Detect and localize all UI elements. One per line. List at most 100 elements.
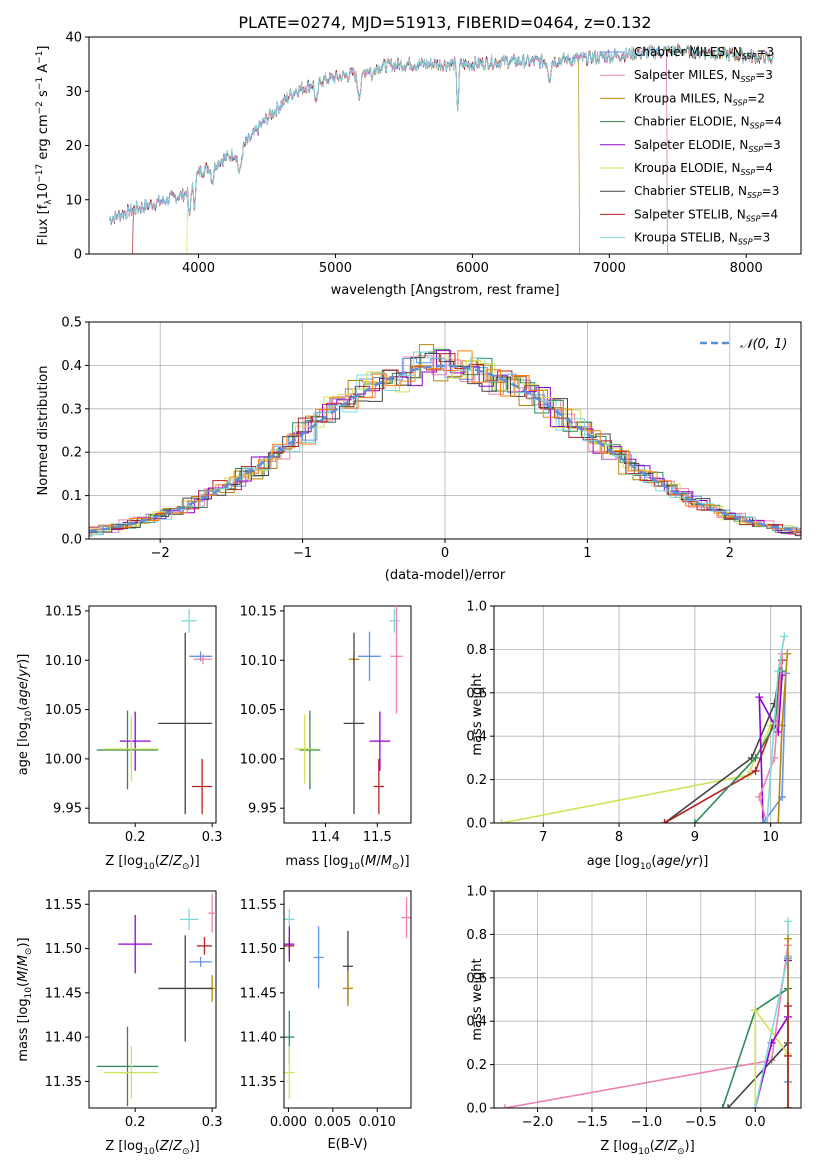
x-tick-label: 0.000 [270,1115,307,1130]
mass-weight-vs-age-marks [497,632,792,823]
label-part: ( [155,854,160,869]
legend-label: Kroupa STELIB, NSSP=3 [634,231,770,247]
series-point [759,819,768,823]
legend-n: =2 [747,91,765,105]
label-part: / [664,1139,669,1154]
y-tick-label: 0.0 [466,1102,487,1117]
label-part: Z [log [600,1139,638,1154]
label-part: / [16,676,31,681]
x-tick-label: −1 [293,546,312,561]
label-part: 10 [638,1147,650,1157]
histogram-step [89,352,801,537]
legend-n: =3 [762,184,780,198]
label-part: ⊙ [677,1147,685,1157]
label-part: Z [159,1139,170,1154]
y-tick-label: 0.5 [61,316,82,331]
label-part: −1 [35,51,45,64]
mass-weight-vs-Z-marks [500,917,792,1108]
label-part: ( [650,1139,655,1154]
x-axis-label: wavelength [Angstrom, rest frame] [331,283,560,298]
legend-sub: SSP [733,98,748,107]
legend-label: Salpeter ELODIE, NSSP=3 [634,138,781,154]
x-tick-label: 8000 [730,261,763,276]
label-part: / [16,966,31,971]
spectrum-line [109,53,774,254]
label-part: erg cm [36,114,51,163]
label-part: yr [16,662,31,678]
label-part: Z [log [105,854,143,869]
label-part: )] [16,654,31,664]
y-tick-label: 11.40 [45,1031,82,1046]
x-tick-label: 7 [539,830,547,845]
y-tick-label: 40 [65,31,82,46]
series-point [783,1002,792,1011]
series-point [724,1104,733,1108]
x-tick-label: 4000 [182,261,215,276]
label-part: age [656,854,680,869]
label-part: Z [172,854,183,869]
y-tick-label: 20 [65,139,82,154]
legend-n: =3 [756,45,774,59]
series-line [754,921,789,1108]
histogram-step [89,351,801,536]
label-part: / [376,854,381,869]
label-part: )] [190,1139,200,1154]
legend-text: Salpeter MILES, N [634,68,741,82]
y-tick-label: 1.0 [466,600,487,615]
legend-sub: SSP [747,191,762,200]
legend-text: Salpeter STELIB, N [634,207,746,221]
label-part: age [log [587,854,640,869]
label-part: s [36,90,51,101]
y-axis-label: mass weight [470,673,485,755]
y-tick-label: 11.45 [240,986,277,1001]
label-part: 10 [24,710,34,722]
x-tick-label: 2 [726,546,734,561]
y-tick-label: 1.0 [466,885,487,900]
label-part: M [381,854,392,869]
age-vs-mass-marks [294,606,403,815]
series-line [664,660,783,823]
y-tick-label: 0.8 [466,928,487,943]
x-tick-label: 0.2 [125,1115,146,1130]
x-tick-label: 0.3 [202,830,223,845]
y-tick-label: 10.10 [240,654,277,669]
x-axis-label: mass [log10(M/M⊙)] [285,854,409,872]
label-part: ( [16,982,31,987]
legend-n: =3 [753,231,771,245]
label-part: A [36,64,51,77]
x-tick-label: 6000 [456,261,489,276]
series-point [762,819,771,823]
series-point [755,693,764,702]
x-tick-label: 8 [615,830,623,845]
legend-sub: SSP [741,168,756,177]
label-part: M [365,854,376,869]
label-part: age [log [16,722,31,775]
series-point [751,1006,760,1015]
label-part: / [169,1139,174,1154]
age-vs-Z-frame [88,605,217,824]
y-tick-label: 10.15 [45,604,82,619]
y-tick-label: 0.2 [466,773,487,788]
series-point [751,1104,760,1108]
legend-n: =3 [763,138,781,152]
y-tick-label: 0.6 [466,686,487,701]
x-tick-label: 9 [691,830,699,845]
x-axis-label: (data-model)/error [385,568,506,583]
label-part: )] [16,937,31,947]
label-part: / [169,854,174,869]
series-point [783,1104,792,1108]
y-tick-label: 0.3 [61,402,82,417]
series-point [751,766,760,775]
label-part: Flux [f [36,204,51,245]
y-axis-label: mass weight [470,958,485,1040]
label-part: ( [360,854,365,869]
label-part: 10 [640,862,652,872]
y-tick-label: 10 [65,193,82,208]
x-tick-label: 11.4 [311,830,340,845]
label-part: Z [log [105,1139,143,1154]
x-tick-label: 11.5 [363,830,392,845]
spectrum-marks [109,43,774,254]
y-tick-label: 0.4 [466,730,487,745]
